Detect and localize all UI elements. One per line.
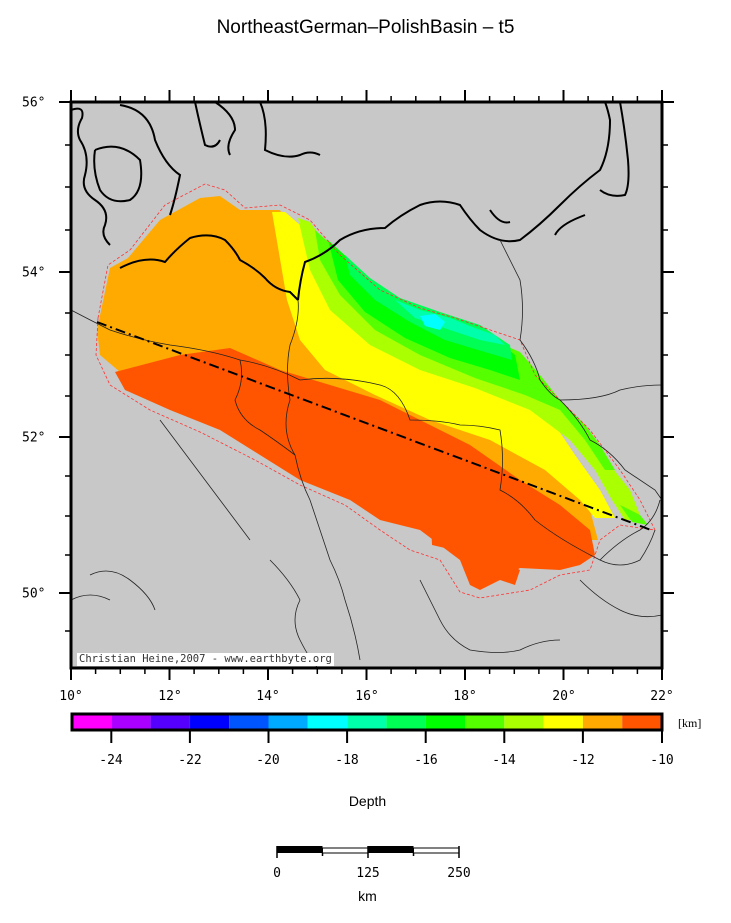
scale-label-125: 125: [356, 866, 380, 881]
scale-label-0: 0: [273, 866, 281, 881]
lon-ticks: [70, 90, 663, 680]
lon-label-10: 10°: [59, 689, 83, 704]
colorbar-title: Depth: [348, 793, 387, 809]
colorbar-unit: [km]: [678, 716, 702, 730]
colorbar-label: -12: [571, 753, 595, 768]
scale-unit: km: [358, 888, 377, 904]
lon-label-16: 16°: [355, 689, 379, 704]
coastlines: [70, 101, 630, 301]
colorbar-label: -20: [256, 753, 280, 768]
colorbar-label: -22: [178, 753, 202, 768]
colorbar-label: -18: [335, 753, 359, 768]
lat-label-56: 56°: [22, 95, 46, 111]
colorbar-label: -14: [492, 753, 516, 768]
colorbar: [70, 712, 664, 743]
lat-label-50: 50°: [22, 586, 46, 602]
lon-label-12: 12°: [158, 689, 182, 704]
basin-depth-fill: [97, 196, 648, 590]
credit-text: Christian Heine,2007 - www.earthbyte.org: [77, 653, 334, 666]
lon-label-14: 14°: [256, 689, 280, 704]
lon-label-22: 22°: [650, 689, 674, 704]
lon-label-20: 20°: [552, 689, 576, 704]
map-title: NortheastGerman–PolishBasin – t5: [216, 17, 515, 38]
country-borders: [70, 239, 663, 669]
colorbar-label: -10: [650, 753, 674, 768]
colorbar-label: -16: [414, 753, 438, 768]
cross-section-line: [96, 321, 652, 531]
scale-bar: [276, 846, 460, 858]
colorbar-label: -24: [99, 753, 123, 768]
scale-label-250: 250: [447, 866, 471, 881]
lat-label-52: 52°: [22, 430, 46, 446]
lat-label-54: 54°: [22, 265, 46, 281]
lat-ticks: [59, 101, 674, 594]
lon-label-18: 18°: [453, 689, 477, 704]
